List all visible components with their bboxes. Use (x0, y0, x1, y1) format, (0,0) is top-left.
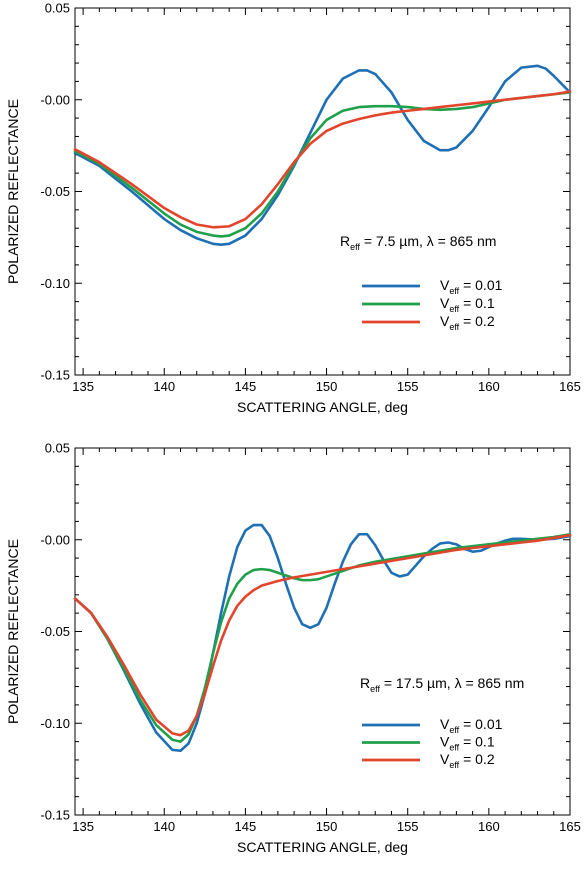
legend-entry-0: Veff = 0.01 (440, 277, 503, 296)
y-tick-label: -0.10 (40, 716, 70, 731)
x-tick-label: 145 (235, 819, 257, 834)
y-tick-label: -0.05 (40, 624, 70, 639)
chart-panel-bottom: 135 140 145 150 155 160 165 0.05 -0.00 -0.05 -0.10… (5, 441, 581, 856)
x-tick-label: 140 (153, 819, 175, 834)
series-line-2 (73, 90, 572, 229)
chart-panel-top: 135 140 145 150 155 160 165 0.05 -0.00 -0.05 -0.10… (5, 1, 581, 416)
y-tick-label: 0.05 (45, 1, 70, 16)
x-tick-label: 155 (397, 379, 419, 394)
series-line-1 (73, 91, 572, 238)
y-tick-label: -0.05 (40, 184, 70, 199)
x-tick-label: 135 (72, 379, 94, 394)
y-tick-label: 0.05 (45, 441, 70, 456)
plot-frame (74, 447, 571, 816)
x-tick-label: 145 (235, 379, 257, 394)
legend-entry-2: Veff = 0.2 (440, 313, 495, 332)
y-axis-label: POLARIZED REFLECTANCE (5, 539, 21, 724)
x-tick-label: 150 (316, 379, 338, 394)
y-axis-label: POLARIZED REFLECTANCE (5, 99, 21, 284)
y-tick-label: -0.00 (40, 532, 70, 547)
x-tick-label: 165 (559, 819, 581, 834)
series-line-0 (73, 64, 572, 247)
legend-entry-1: Veff = 0.1 (440, 295, 495, 314)
x-tick-label: 135 (72, 819, 94, 834)
legend-entry-1: Veff = 0.1 (440, 734, 495, 753)
x-tick-label: 150 (316, 819, 338, 834)
y-tick-label: -0.00 (40, 92, 70, 107)
x-tick-label: 160 (478, 819, 500, 834)
series-line-2 (73, 533, 572, 737)
series-line-0 (73, 523, 572, 753)
y-tick-label: -0.15 (40, 808, 70, 823)
y-tick-label: -0.10 (40, 276, 70, 291)
legend-entry-2: Veff = 0.2 (440, 751, 495, 770)
x-axis-label: SCATTERING ANGLE, deg (237, 839, 408, 855)
x-tick-label: 155 (397, 819, 419, 834)
x-tick-label: 140 (153, 379, 175, 394)
x-tick-label: 160 (478, 379, 500, 394)
plot-frame (74, 7, 571, 376)
x-tick-label: 165 (559, 379, 581, 394)
parameter-annotation: Reff = 17.5 µm, λ = 865 nm (360, 675, 524, 694)
parameter-annotation: Reff = 7.5 µm, λ = 865 nm (340, 233, 496, 252)
x-axis-label: SCATTERING ANGLE, deg (237, 399, 408, 415)
legend-entry-0: Veff = 0.01 (440, 716, 503, 735)
y-tick-label: -0.15 (40, 368, 70, 383)
series-line-1 (73, 532, 572, 743)
